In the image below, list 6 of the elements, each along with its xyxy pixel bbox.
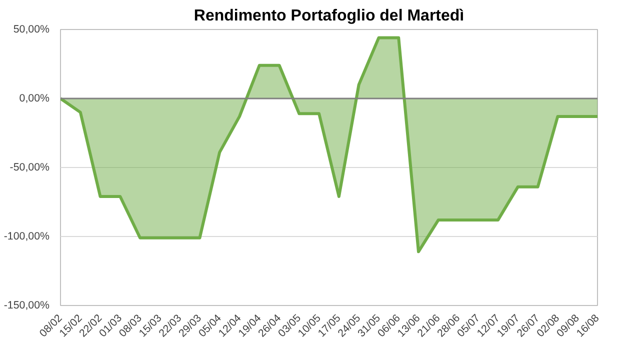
- chart-title: Rendimento Portafoglio del Martedì: [194, 8, 464, 24]
- y-tick-label: -50,00%: [10, 162, 50, 174]
- y-tick-label: -100,00%: [4, 230, 50, 242]
- y-tick-label: 50,00%: [13, 24, 50, 36]
- y-tick-label: -150,00%: [4, 300, 50, 312]
- y-tick-label: 0,00%: [19, 92, 50, 104]
